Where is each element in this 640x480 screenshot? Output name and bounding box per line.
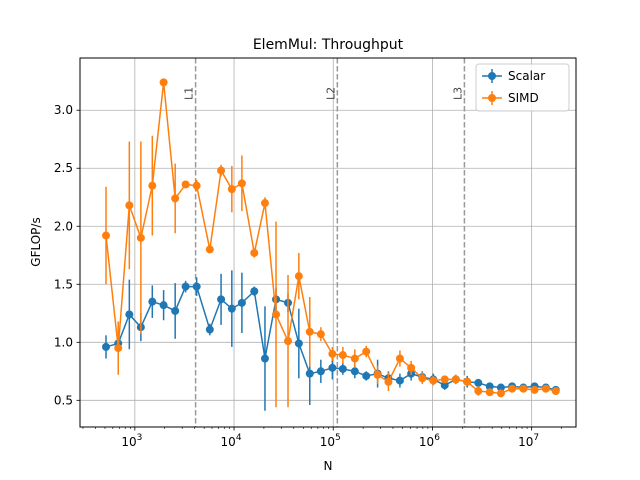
- x-axis-label: N: [324, 459, 333, 473]
- data-point: [338, 364, 347, 373]
- data-point: [181, 180, 190, 189]
- y-tick-label: 1.0: [54, 335, 73, 349]
- data-point: [474, 378, 483, 387]
- data-point: [227, 304, 236, 313]
- data-point: [294, 272, 303, 281]
- y-axis-label: GFLOP/s: [29, 217, 43, 266]
- data-point: [508, 384, 517, 393]
- data-point: [159, 301, 168, 310]
- data-point: [192, 181, 201, 190]
- data-point: [148, 181, 157, 190]
- data-point: [429, 376, 438, 385]
- data-point: [102, 231, 111, 240]
- data-point: [125, 310, 134, 319]
- cache-level-markers: L1 L2 L3: [183, 58, 466, 427]
- data-point: [171, 306, 180, 315]
- data-point: [440, 375, 449, 384]
- data-point: [496, 383, 505, 392]
- plot-area: [80, 58, 576, 427]
- data-point: [395, 354, 404, 363]
- data-point: [227, 185, 236, 194]
- data-point: [350, 367, 359, 376]
- series-scalar: [102, 270, 560, 411]
- y-tick-label: 2.0: [54, 219, 73, 233]
- series-simd: [102, 78, 560, 408]
- data-point: [328, 349, 337, 358]
- legend-item-scalar: Scalar: [482, 69, 545, 83]
- legend-label: Scalar: [508, 69, 545, 83]
- data-point: [496, 389, 505, 398]
- legend-label: SIMD: [508, 91, 539, 105]
- data-point: [551, 387, 560, 396]
- data-point: [125, 201, 134, 210]
- data-point: [192, 282, 201, 291]
- grid: [80, 58, 576, 427]
- data-point: [362, 347, 371, 356]
- cache-label-l2: L2: [324, 87, 337, 100]
- y-tick-label: 2.5: [54, 161, 73, 175]
- data-point: [316, 330, 325, 339]
- data-point: [305, 369, 314, 378]
- data-point: [530, 385, 539, 394]
- plot-frame: [79, 57, 577, 428]
- data-point: [485, 382, 494, 391]
- data-series: [102, 78, 560, 411]
- data-point: [395, 376, 404, 385]
- data-point: [260, 199, 269, 208]
- data-point: [237, 179, 246, 188]
- data-point: [205, 325, 214, 334]
- data-point: [114, 344, 123, 353]
- legend: Scalar SIMD: [475, 63, 570, 112]
- data-point: [384, 377, 393, 386]
- data-point: [485, 388, 494, 397]
- data-point: [407, 363, 416, 372]
- data-point: [171, 194, 180, 203]
- cache-label-l3: L3: [451, 87, 464, 100]
- data-point: [440, 381, 449, 390]
- data-point: [159, 78, 168, 87]
- data-point: [217, 295, 226, 304]
- data-point: [205, 245, 214, 254]
- data-point: [181, 282, 190, 291]
- data-point: [148, 297, 157, 306]
- data-point: [316, 367, 325, 376]
- data-point: [250, 248, 259, 257]
- data-point: [474, 387, 483, 396]
- y-tick-label: 0.5: [54, 393, 73, 407]
- data-point: [328, 363, 337, 372]
- data-point: [294, 339, 303, 348]
- data-point: [260, 354, 269, 363]
- data-point: [250, 287, 259, 296]
- data-point: [373, 370, 382, 379]
- data-point: [451, 375, 460, 384]
- cache-label-l1: L1: [183, 87, 196, 100]
- data-point: [418, 374, 427, 383]
- data-point: [102, 342, 111, 351]
- data-point: [136, 233, 145, 242]
- data-point: [350, 354, 359, 363]
- data-point: [284, 337, 293, 346]
- data-point: [519, 384, 528, 393]
- data-point: [237, 298, 246, 307]
- data-point: [272, 310, 281, 319]
- data-point: [338, 351, 347, 360]
- data-point: [217, 166, 226, 175]
- data-point: [463, 377, 472, 386]
- legend-item-simd: SIMD: [482, 91, 539, 105]
- legend-swatch-marker: [488, 94, 496, 102]
- data-point: [541, 384, 550, 393]
- y-tick-label: 1.5: [54, 277, 73, 291]
- data-point: [362, 371, 371, 380]
- chart-title: ElemMul: Throughput: [253, 37, 404, 53]
- y-tick-label: 3.0: [54, 103, 73, 117]
- data-point: [305, 327, 314, 336]
- legend-swatch-marker: [488, 72, 496, 80]
